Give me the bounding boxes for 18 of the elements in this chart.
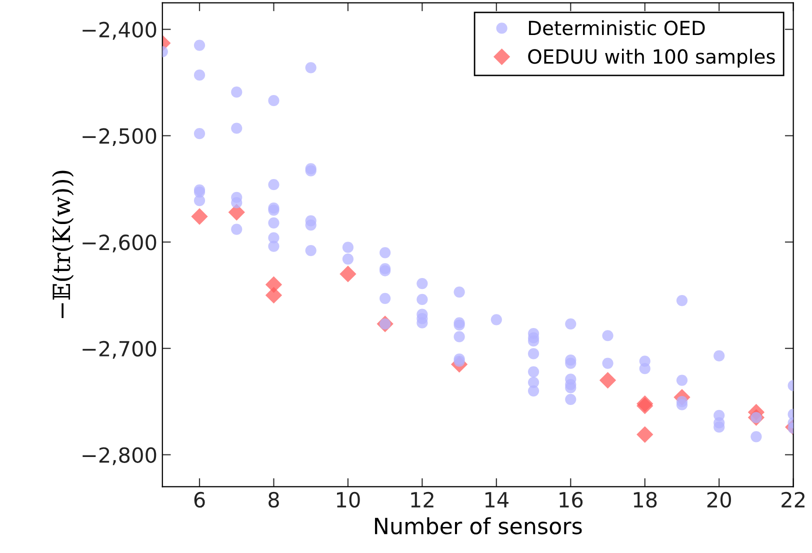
x-tick-label: 16 bbox=[560, 492, 583, 508]
y-tick-label: −2,400 bbox=[82, 22, 156, 40]
x-tick-label: 8 bbox=[268, 492, 279, 508]
y-tick-label: −2,600 bbox=[82, 234, 156, 252]
legend-label: OEDUU with 100 samples bbox=[528, 48, 775, 68]
y-tick-label: −2,500 bbox=[82, 128, 156, 146]
x-tick-label: 12 bbox=[411, 492, 434, 508]
x-tick-label: 10 bbox=[337, 492, 360, 508]
x-tick-label: 6 bbox=[194, 492, 205, 508]
x-tick-label: 20 bbox=[707, 492, 731, 508]
legend-label: Deterministic OED bbox=[528, 20, 705, 36]
x-axis-title: Number of sensors bbox=[375, 517, 582, 534]
x-tick-label: 22 bbox=[782, 492, 804, 508]
y-tick-label: −2,700 bbox=[82, 340, 156, 359]
x-tick-label: 18 bbox=[634, 492, 657, 508]
y-axis-title: −𝔼(tr(K(w))) bbox=[52, 170, 74, 318]
x-tick-label: 14 bbox=[485, 492, 509, 508]
y-tick-label: −2,800 bbox=[82, 447, 156, 466]
